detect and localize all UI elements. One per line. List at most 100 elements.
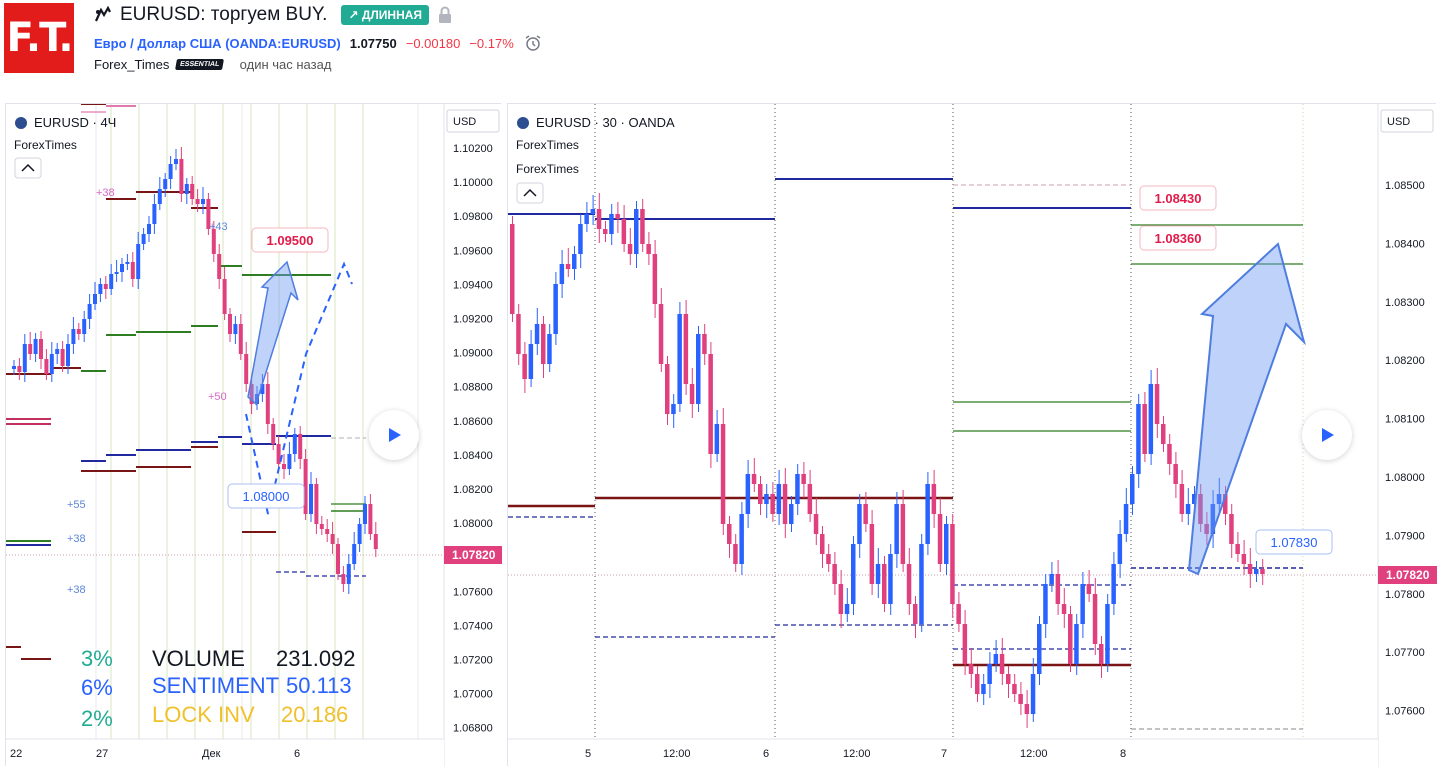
candle-body xyxy=(1254,569,1259,574)
candle-body xyxy=(82,319,87,334)
author-link[interactable]: Forex_Times xyxy=(94,57,170,72)
candle-body xyxy=(341,574,346,584)
play-button[interactable] xyxy=(1302,410,1352,460)
candle-body xyxy=(93,294,97,304)
candle-body xyxy=(49,354,54,374)
candle-body xyxy=(298,434,303,459)
price-tick: 1.10200 xyxy=(453,143,493,155)
candle-body xyxy=(553,284,558,334)
price-scale[interactable]: 1.10200 1.10000 1.09800 1.09600 1.09400 1.092… xyxy=(453,143,493,735)
candle-body xyxy=(950,524,955,604)
candle-body xyxy=(999,654,1005,674)
candle-body xyxy=(1086,584,1092,594)
forecast-arrow xyxy=(1187,242,1306,576)
candle-body xyxy=(1024,704,1030,714)
candle-body xyxy=(228,314,232,334)
stat-value-volume: 231.092 xyxy=(276,646,356,671)
candle-body xyxy=(658,304,664,364)
candle-body xyxy=(541,324,546,364)
candle-body xyxy=(882,564,887,604)
direction-badge: ↗ ДЛИННАЯ xyxy=(341,5,430,25)
chart-4h[interactable]: 1.09500 1.08000 +38 +43 +50 +55 +38 +38 … xyxy=(5,103,502,767)
published-time: один час назад xyxy=(239,57,332,72)
candle-body xyxy=(1123,504,1129,534)
candle-body xyxy=(795,474,800,504)
callout-target: 1.09500 xyxy=(251,227,329,253)
candle-body xyxy=(776,484,782,514)
candle-body xyxy=(739,514,744,564)
candle-body xyxy=(163,179,168,189)
chart-30m[interactable]: 1.08430 1.08360 1.07830 USD 1.08500 1.084… xyxy=(507,103,1437,767)
price-tick: 1.08200 xyxy=(453,484,493,496)
time-scale[interactable]: 5 12:00 6 12:00 7 12:00 8 xyxy=(585,748,1126,760)
candle-body xyxy=(103,284,108,289)
candle-body xyxy=(373,534,378,549)
alarm-clock-icon[interactable] xyxy=(524,34,542,52)
candle-body xyxy=(522,354,527,379)
candle-body xyxy=(233,324,238,334)
candle-body xyxy=(222,279,227,314)
candle-body xyxy=(851,544,856,604)
candle-body xyxy=(184,184,189,194)
price-scale-bg xyxy=(1378,104,1437,767)
candle-body xyxy=(937,514,943,564)
candle-body xyxy=(303,459,308,514)
price-scale[interactable]: 1.08500 1.08400 1.08300 1.08200 1.08100 1.080… xyxy=(1385,180,1425,718)
candle-body xyxy=(708,354,713,454)
callout-entry: 1.08000 xyxy=(227,483,305,509)
candle-body xyxy=(844,604,850,614)
candle-body xyxy=(287,454,292,469)
currency-button[interactable]: USD xyxy=(1380,109,1434,133)
legend-collapse-button[interactable] xyxy=(14,157,42,179)
chart-30m-canvas[interactable]: 1.08430 1.08360 1.07830 USD 1.08500 1.084… xyxy=(508,104,1437,767)
candle-body xyxy=(888,554,893,604)
candle-body xyxy=(801,474,806,484)
callout-target-text: 1.09500 xyxy=(267,233,314,248)
symbol-code-link[interactable]: (OANDA:EURUSD) xyxy=(225,35,341,51)
candle-body xyxy=(894,504,899,554)
candle-body xyxy=(689,384,695,404)
time-tick: Дек xyxy=(202,748,221,760)
symbol-name-link[interactable]: Евро / Доллар США xyxy=(94,35,222,51)
candle-body xyxy=(906,564,912,604)
idea-strategy-icon xyxy=(94,6,111,22)
time-tick: 12:00 xyxy=(843,748,871,760)
price-scale-bg xyxy=(444,104,502,767)
candle-body xyxy=(195,199,200,204)
candle-body xyxy=(282,464,286,469)
candle-body xyxy=(677,314,682,404)
candle-body xyxy=(975,674,980,694)
candle-body xyxy=(125,262,130,264)
candle-body xyxy=(217,254,222,279)
play-button[interactable] xyxy=(369,410,419,460)
author-logo[interactable]: F.T. xyxy=(4,3,74,73)
candle-body xyxy=(1167,444,1172,464)
candle-body xyxy=(1006,674,1011,684)
candle-body xyxy=(17,366,22,372)
candles xyxy=(510,193,1265,728)
price-tick: 1.08500 xyxy=(1385,180,1425,192)
candle-body xyxy=(330,534,335,544)
candle-body xyxy=(336,544,340,574)
level-lines xyxy=(508,178,1303,730)
candle-body xyxy=(1154,384,1160,424)
price-tick: 1.09400 xyxy=(453,279,493,291)
legend-collapse-button[interactable] xyxy=(516,182,544,204)
candle-body xyxy=(956,604,961,624)
time-scale[interactable]: 22 27 Дек 6 xyxy=(10,748,300,760)
price-tick: 1.08400 xyxy=(1385,238,1425,250)
legend-symbol: EURUSD · 4Ч xyxy=(34,115,116,130)
candle-body xyxy=(634,209,639,254)
last-price-tag: 1.07820 xyxy=(444,546,502,564)
candle-body xyxy=(55,349,60,354)
candle-body xyxy=(1061,604,1067,614)
candle-body xyxy=(1043,584,1048,624)
currency-button[interactable]: USD xyxy=(446,109,500,133)
candle-body xyxy=(1012,684,1017,694)
candle-body xyxy=(346,564,351,584)
legend-author: ForexTimes xyxy=(14,138,77,152)
price-tick: 1.10000 xyxy=(453,177,493,189)
candle-body xyxy=(201,199,205,204)
chart-4h-canvas[interactable]: 1.09500 1.08000 +38 +43 +50 +55 +38 +38 … xyxy=(6,103,502,767)
candle-body xyxy=(292,434,297,454)
